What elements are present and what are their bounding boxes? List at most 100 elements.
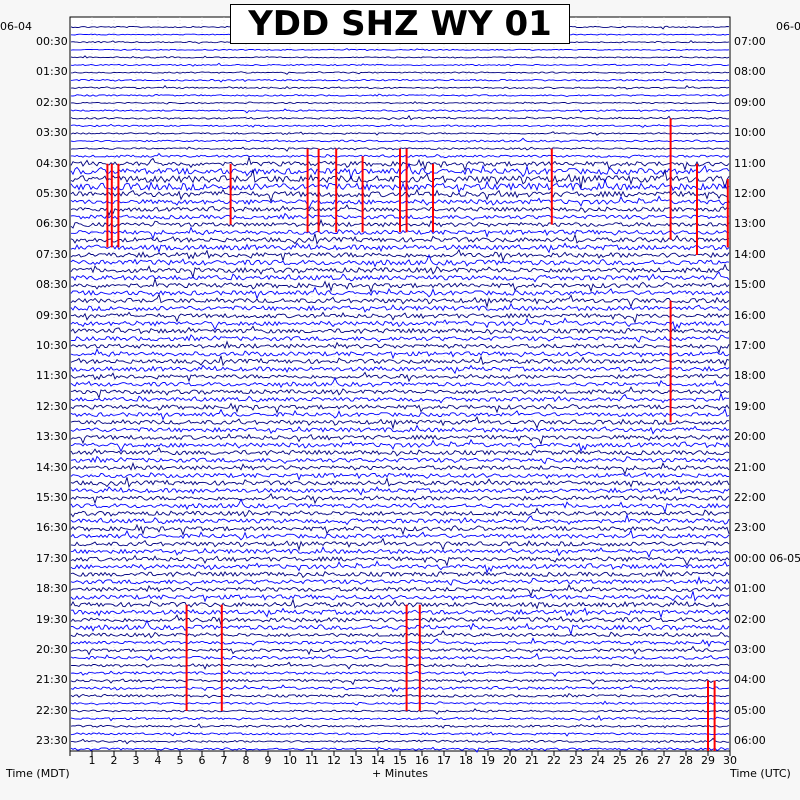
x-tick-label: 9 — [264, 754, 272, 767]
x-tick-label: 18 — [459, 754, 473, 767]
trace-line — [70, 723, 730, 729]
trace-line — [70, 55, 730, 59]
x-tick-label: 3 — [132, 754, 140, 767]
trace-line — [70, 455, 730, 465]
right-hour-label: 05:00 — [734, 703, 766, 717]
end-date-label: 06-04 — [776, 20, 800, 33]
trace-line — [70, 746, 730, 753]
x-tick-label: 2 — [110, 754, 118, 767]
trace-line — [70, 560, 730, 575]
trace-line — [70, 78, 730, 83]
left-hour-label: 01:30 — [36, 65, 68, 79]
trace-line — [70, 340, 730, 354]
trace-line — [70, 731, 730, 737]
trace-line — [70, 485, 730, 496]
trace-line — [70, 48, 730, 52]
trace-line — [70, 101, 730, 105]
trace-line — [70, 537, 730, 552]
right-hour-label: 19:00 — [734, 399, 766, 413]
x-tick-label: 30 — [723, 754, 737, 767]
start-date-label: 06-04 — [0, 20, 32, 33]
trace-line — [70, 392, 729, 404]
right-hour-label: 15:00 — [734, 278, 766, 292]
right-hour-label: 14:00 — [734, 247, 766, 261]
trace-line — [70, 334, 730, 343]
left-hour-label: 02:30 — [36, 95, 68, 109]
x-tick-label: 28 — [679, 754, 693, 767]
trace-line — [70, 93, 730, 97]
right-hour-label: 10:00 — [734, 126, 766, 140]
trace-line — [70, 619, 730, 636]
trace-line — [70, 684, 730, 693]
trace-line — [70, 661, 730, 670]
right-hour-label: 02:00 — [734, 612, 766, 626]
trace-line — [70, 678, 730, 686]
x-tick-label: 4 — [154, 754, 162, 767]
left-hour-label: 20:30 — [36, 643, 68, 656]
trace-line — [70, 575, 730, 586]
trace-line — [70, 523, 730, 536]
trace-line — [70, 529, 730, 541]
trace-line — [70, 669, 730, 678]
left-hour-label: 03:30 — [36, 126, 68, 140]
left-hour-label: 21:30 — [36, 673, 68, 687]
trace-line — [70, 507, 730, 518]
left-hour-label: 05:30 — [36, 187, 68, 200]
trace-line — [70, 242, 730, 254]
trace-line — [70, 407, 730, 421]
right-hour-label: 03:00 — [734, 643, 766, 656]
trace-line — [70, 637, 730, 648]
trace-line — [70, 652, 730, 661]
trace-line — [70, 471, 729, 481]
trace-line — [70, 348, 730, 360]
x-tick-label: 1 — [88, 754, 96, 767]
trace-line — [70, 108, 730, 114]
x-tick-label: 7 — [220, 754, 228, 767]
trace-line — [70, 424, 730, 435]
trace-line — [70, 569, 730, 579]
trace-line — [70, 700, 730, 706]
clipped-signals — [106, 118, 729, 751]
trace-line — [70, 277, 730, 294]
left-hour-label: 18:30 — [36, 582, 68, 596]
x-tick-label: 11 — [305, 754, 319, 767]
left-hour-label: 11:30 — [36, 369, 68, 383]
trace-line — [70, 708, 730, 715]
left-hour-label: 17:30 — [36, 551, 68, 565]
x-tick-label: 20 — [503, 754, 517, 767]
x-tick-label: 29 — [701, 754, 715, 767]
x-tick-label: 19 — [481, 754, 495, 767]
trace-line — [70, 402, 730, 415]
x-tick-label: 21 — [525, 754, 539, 767]
right-hour-label: 18:00 — [734, 369, 766, 383]
right-hour-label: 21:00 — [734, 460, 766, 474]
trace-line — [70, 114, 730, 121]
right-hour-label: 13:00 — [734, 217, 766, 231]
right-hour-label: 08:00 — [734, 65, 766, 79]
trace-line — [70, 62, 730, 67]
x-tick-label: 22 — [547, 754, 561, 767]
trace-line — [70, 614, 730, 627]
x-tick-label: 17 — [437, 754, 451, 767]
trace-line — [70, 253, 730, 268]
x-tick-label: 6 — [198, 754, 206, 767]
trace-line — [70, 476, 730, 488]
x-tick-label: 14 — [371, 754, 385, 767]
right-hour-label: 16:00 — [734, 308, 766, 322]
left-hour-label: 15:30 — [36, 491, 68, 504]
trace-line — [70, 85, 730, 90]
left-hour-label: 14:30 — [36, 460, 68, 474]
right-hour-label: 20:00 — [734, 430, 766, 444]
x-tick-label: 25 — [613, 754, 627, 767]
trace-line — [70, 461, 730, 476]
x-tick-label: 10 — [283, 754, 297, 767]
y-axis-label-left: Time (MDT) — [6, 767, 70, 780]
left-hour-label: 08:30 — [36, 278, 68, 292]
trace-line — [70, 598, 730, 610]
trace-line — [70, 355, 730, 367]
left-hour-label: 16:30 — [36, 521, 68, 535]
trace-line — [70, 714, 730, 722]
trace-line — [70, 629, 730, 639]
trace-line — [70, 591, 730, 603]
